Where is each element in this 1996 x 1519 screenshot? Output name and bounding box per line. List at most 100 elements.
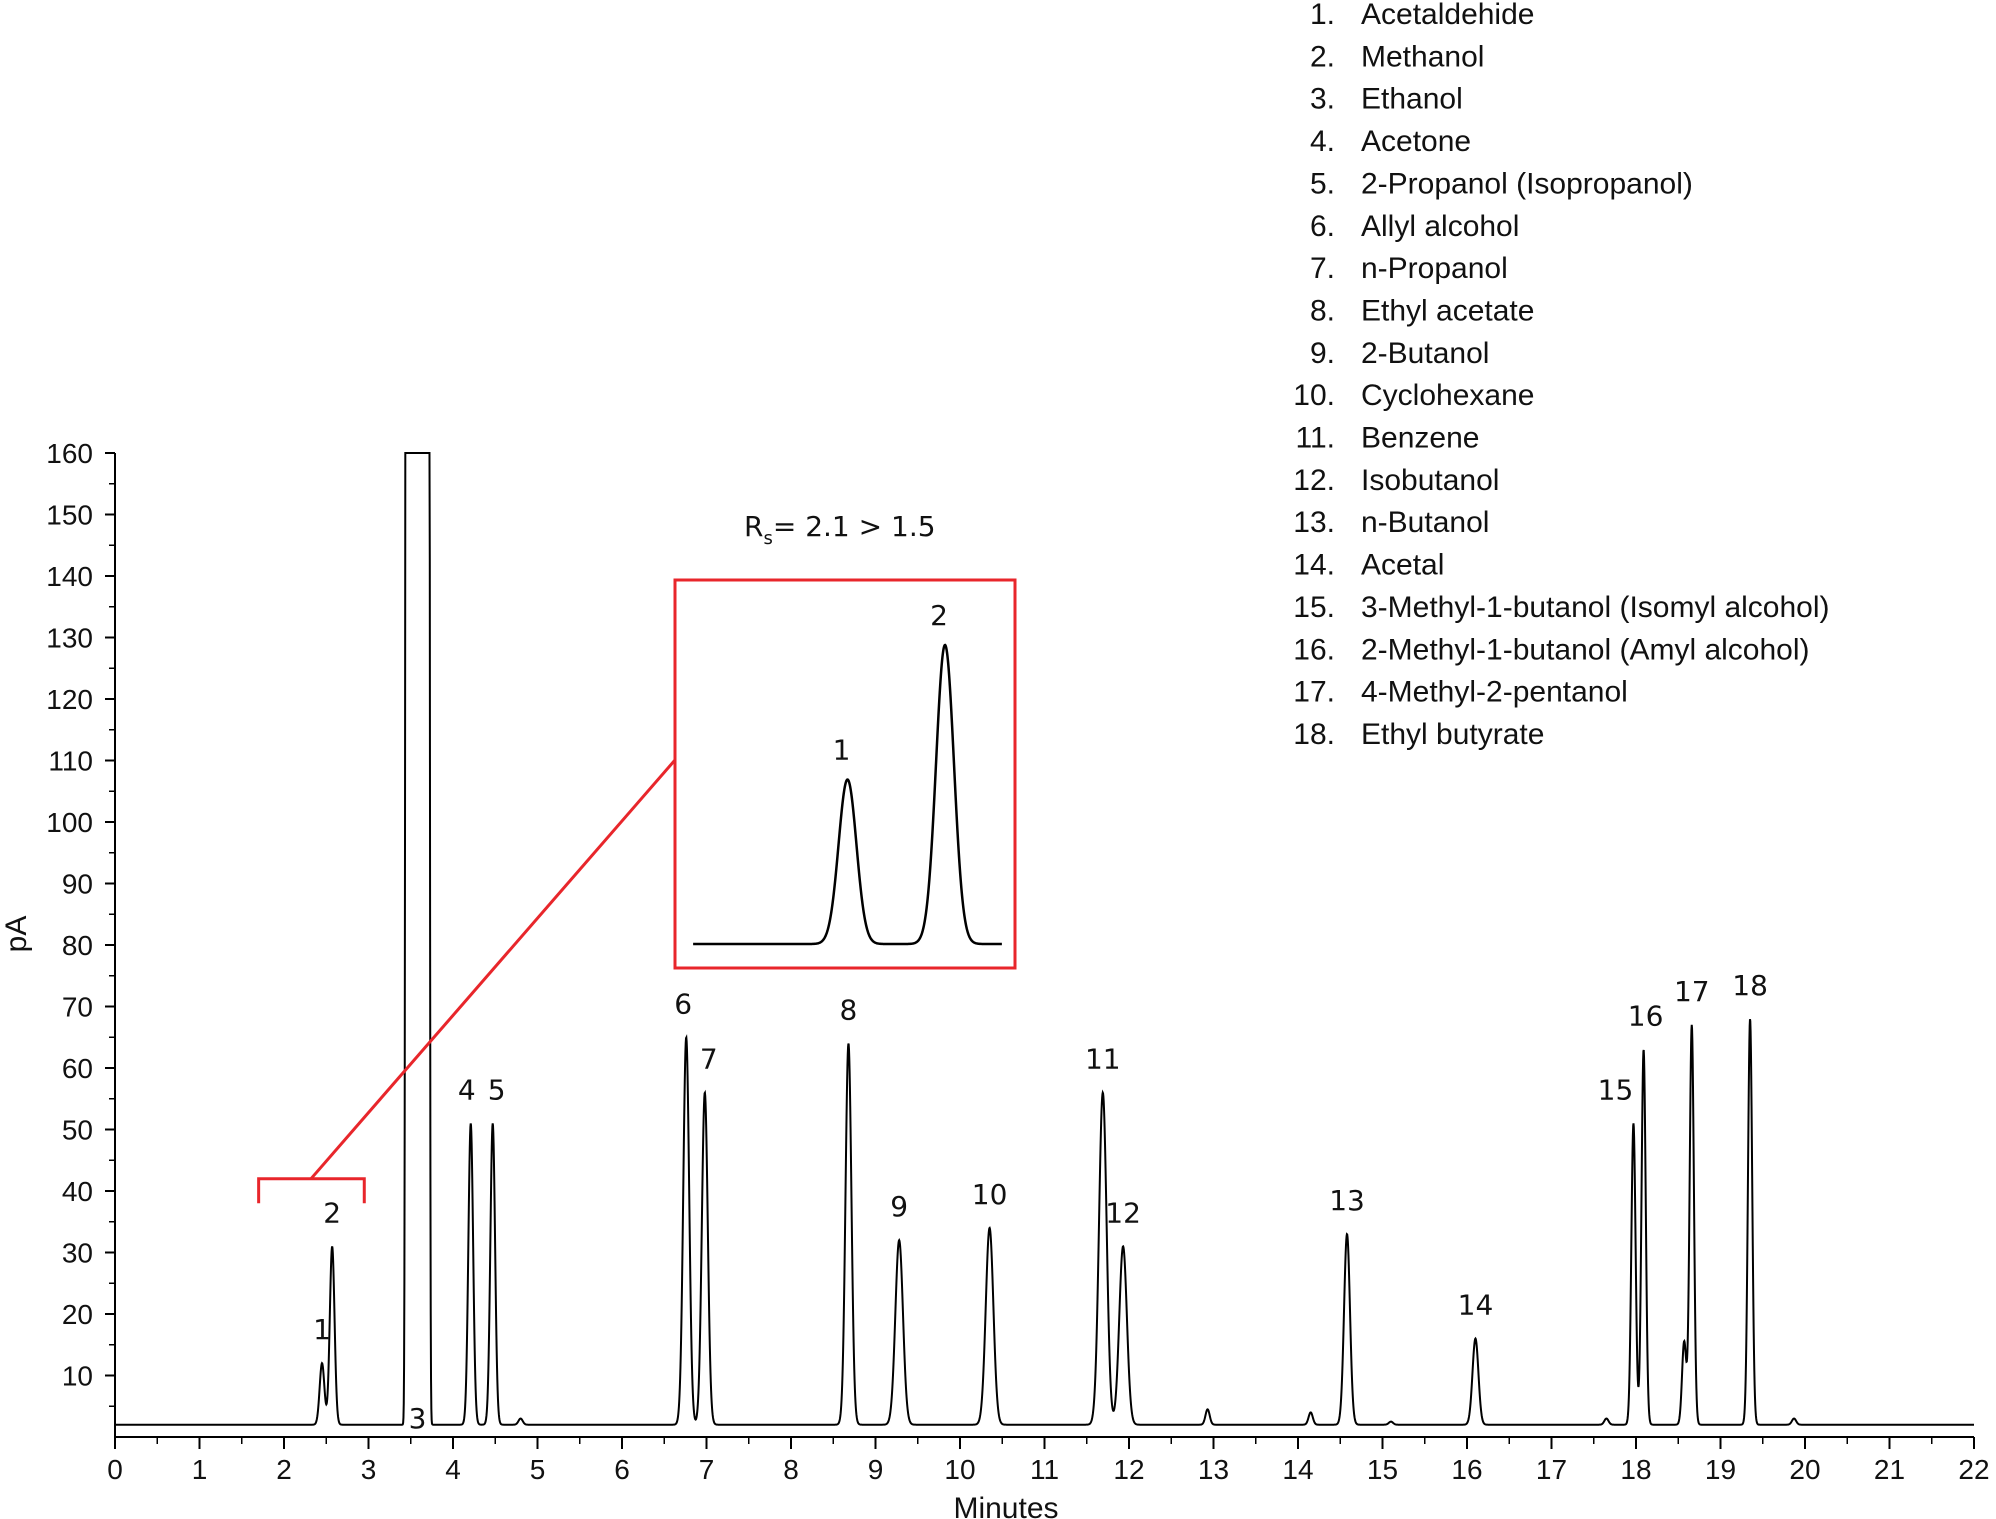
legend-number: 2.	[1310, 40, 1335, 73]
legend-number: 10.	[1293, 379, 1335, 412]
x-tick-label: 22	[1958, 1454, 1989, 1485]
legend-entry: 2-Butanol	[1361, 337, 1489, 370]
legend-number: 11.	[1296, 422, 1335, 455]
resolution-value: = 2.1 > 1.5	[773, 510, 936, 543]
x-tick-label: 4	[445, 1454, 461, 1485]
x-tick-label: 15	[1367, 1454, 1398, 1485]
legend-entry: 2-Propanol (Isopropanol)	[1361, 167, 1693, 200]
peak-label-11: 11	[1085, 1043, 1121, 1076]
chromatogram-trace	[115, 452, 1974, 1426]
x-tick-label: 21	[1874, 1454, 1905, 1485]
legend-number: 13.	[1293, 506, 1335, 539]
inset-peak-label-2: 2	[930, 599, 948, 632]
x-tick-label: 16	[1451, 1454, 1482, 1485]
legend-entry: Methanol	[1361, 40, 1484, 73]
legend-number: 15.	[1293, 591, 1335, 624]
x-tick-label: 9	[868, 1454, 884, 1485]
x-tick-label: 14	[1282, 1454, 1313, 1485]
inset-trace	[693, 643, 1002, 946]
legend-entry: Acetal	[1361, 549, 1444, 582]
legend-number: 18.	[1293, 718, 1335, 751]
y-tick-label: 100	[46, 807, 93, 838]
legend-entry: Isobutanol	[1361, 464, 1499, 497]
x-tick-label: 3	[361, 1454, 377, 1485]
legend-number: 3.	[1310, 83, 1335, 116]
inset-peak-label-1: 1	[833, 734, 851, 767]
legend-number: 17.	[1293, 676, 1335, 709]
peak-label-16: 16	[1628, 1000, 1664, 1033]
x-tick-label: 1	[192, 1454, 208, 1485]
peak-label-17: 17	[1674, 975, 1710, 1008]
legend-entry: 3-Methyl-1-butanol (Isomyl alcohol)	[1361, 591, 1830, 624]
x-tick-label: 7	[699, 1454, 715, 1485]
legend-entry: Ethyl butyrate	[1361, 718, 1544, 751]
resolution-subscript: s	[763, 528, 772, 549]
peak-label-15: 15	[1598, 1073, 1634, 1106]
legend-entry: Ethyl acetate	[1361, 294, 1534, 327]
legend-number: 7.	[1310, 252, 1335, 285]
legend-number: 12.	[1293, 464, 1335, 497]
peak-label-1: 1	[313, 1313, 331, 1346]
y-tick-label: 110	[48, 746, 93, 777]
legend-number: 8.	[1310, 294, 1335, 327]
y-tick-label: 160	[46, 438, 93, 469]
legend-entry: Acetone	[1361, 125, 1471, 158]
compound-legend: 1. Acetaldehide 2. Methanol 3. Ethanol 4. Aceto…	[1293, 0, 1829, 751]
peak-label-12: 12	[1105, 1196, 1141, 1229]
y-tick-label: 130	[46, 623, 93, 654]
x-tick-label: 0	[107, 1454, 123, 1485]
peak-label-14: 14	[1458, 1289, 1494, 1322]
legend-number: 9.	[1310, 337, 1335, 370]
y-tick-label: 20	[62, 1299, 93, 1330]
legend-entry: Benzene	[1361, 422, 1479, 455]
y-tick-label: 120	[46, 684, 93, 715]
zoom-connector-line	[309, 759, 677, 1180]
x-axis: 0 1 2 3 4 5 6 7 8 9 10 11 12 13 14 15 16 17 18 19 20 21 22	[107, 1436, 1990, 1485]
peak-label-10: 10	[972, 1178, 1008, 1211]
peak-label-8: 8	[840, 993, 858, 1026]
x-tick-label: 12	[1113, 1454, 1144, 1485]
peak-label-7: 7	[700, 1043, 718, 1076]
peak-label-6: 6	[674, 987, 692, 1020]
legend-entry: n-Propanol	[1361, 252, 1508, 285]
x-tick-label: 11	[1030, 1454, 1059, 1485]
y-tick-label: 40	[62, 1176, 93, 1207]
y-tick-label: 80	[62, 930, 93, 961]
peak-label-5: 5	[488, 1073, 506, 1106]
peak-label-3: 3	[409, 1402, 427, 1435]
y-tick-label: 140	[46, 561, 93, 592]
y-tick-label: 60	[62, 1053, 93, 1084]
x-tick-label: 2	[276, 1454, 292, 1485]
x-tick-label: 13	[1198, 1454, 1229, 1485]
y-tick-label: 90	[62, 869, 93, 900]
legend-number: 4.	[1310, 125, 1335, 158]
x-tick-label: 10	[944, 1454, 975, 1485]
x-tick-label: 5	[530, 1454, 546, 1485]
legend-entry: n-Butanol	[1361, 506, 1489, 539]
resolution-symbol: R	[744, 510, 763, 543]
legend-number: 14.	[1293, 549, 1335, 582]
y-tick-label: 70	[62, 992, 93, 1023]
x-tick-label: 8	[783, 1454, 799, 1485]
x-tick-label: 20	[1789, 1454, 1820, 1485]
zoom-callout	[257, 759, 677, 1204]
legend-number: 6.	[1310, 210, 1335, 243]
legend-entry: Allyl alcohol	[1361, 210, 1519, 243]
legend-number: 5.	[1310, 167, 1335, 200]
peak-label-2: 2	[323, 1196, 341, 1229]
x-tick-label: 18	[1620, 1454, 1651, 1485]
x-tick-label: 17	[1536, 1454, 1567, 1485]
x-axis-title: Minutes	[953, 1492, 1058, 1519]
legend-number: 1.	[1310, 0, 1335, 31]
zoom-bracket	[257, 1177, 366, 1204]
legend-entry: 2-Methyl-1-butanol (Amyl alcohol)	[1361, 633, 1810, 666]
x-tick-label: 6	[614, 1454, 630, 1485]
inset-panel: Rs= 2.1 > 1.5 1 2	[673, 510, 1017, 970]
chromatogram-trace-group	[115, 452, 1974, 1426]
y-axis: 10 20 30 40 50 60 70 80 90 100 110 120 130 140 150 160	[46, 438, 116, 1437]
legend-number: 16.	[1293, 633, 1335, 666]
inset-frame	[673, 578, 1017, 970]
resolution-annotation: Rs= 2.1 > 1.5	[744, 510, 936, 549]
